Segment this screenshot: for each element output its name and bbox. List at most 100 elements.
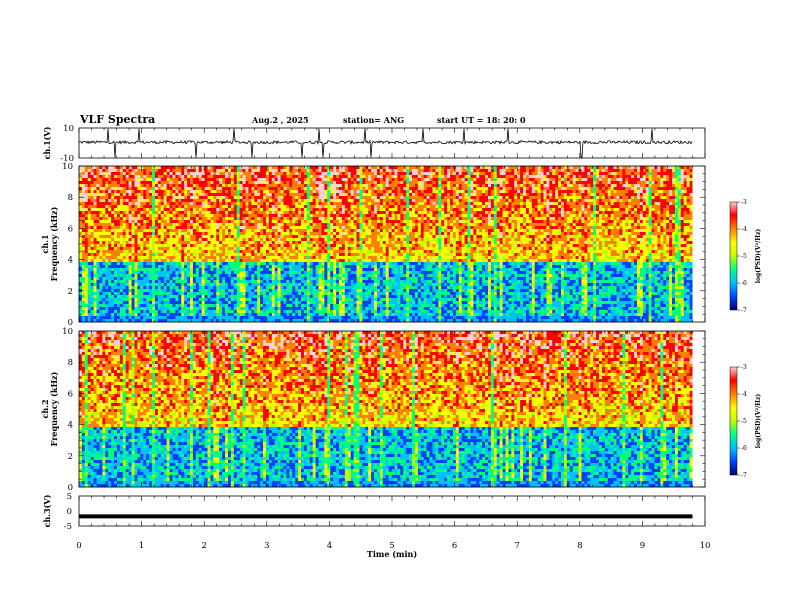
spectrogram-cell [119,190,124,194]
spectrogram-cell [102,220,106,224]
spectrogram-cell [149,175,153,179]
spectrogram-cell [303,304,308,308]
spectrogram-cell [321,253,325,257]
spectrogram-cell [108,238,112,242]
spectrogram-cell [274,241,279,245]
spectrogram-cell [230,205,235,209]
spectrogram-cell [254,307,258,311]
spectrogram-cell [263,268,267,272]
spectrogram-cell [210,244,214,248]
spectrogram-cell [195,211,200,215]
spectrogram-cell [306,319,311,323]
spectrogram-cell [333,196,337,200]
spectrogram-cell [137,193,141,197]
spectrogram-cell [84,244,89,248]
spectrogram-cell [122,175,127,179]
spectrogram-cell [356,223,360,227]
spectrogram-cell [178,172,182,176]
spectrogram-cell [230,274,235,278]
spectrogram-cell [149,220,153,224]
spectrogram-cell [122,217,127,221]
spectrogram-cell [268,202,273,206]
spectrogram-cell [347,199,352,203]
spectrogram-cell [213,253,217,257]
spectrogram-cell [116,259,121,263]
spectrogram-cell [84,295,89,299]
spectrogram-cell [122,166,127,170]
spectrogram-cell [140,187,144,191]
spectrogram-cell [309,304,314,308]
spectrogram-cell [79,223,83,227]
spectrogram-cell [347,274,352,278]
spectrogram-cell [154,184,159,188]
spectrogram-cell [321,175,325,179]
spectrogram-cell [277,211,281,215]
spectrogram-cell [96,166,100,170]
spectrogram-cell [274,319,279,323]
spectrogram-cell [344,262,349,266]
spectrogram-cell [154,232,159,236]
spectrogram-cell [79,310,83,314]
spectrogram-cell [166,262,170,266]
spectrogram-cell [263,277,267,281]
spectrogram-cell [233,169,238,173]
spectrogram-cell [157,316,162,320]
spectrogram-cell [178,208,182,212]
spectrogram-cell [222,178,226,182]
spectrogram-cell [160,184,165,188]
spectrogram-cell [315,223,319,227]
spectrogram-cell [230,253,235,257]
spectrogram-cell [280,283,284,287]
spectrogram-cell [330,241,334,245]
spectrogram-cell [81,316,86,320]
spectrogram-cell [175,211,179,215]
spectrogram-cell [341,283,346,287]
spectrogram-cell [93,229,97,233]
spectrogram-cell [350,274,354,278]
spectrogram-cell [160,223,165,227]
spectrogram-cell [318,193,322,197]
spectrogram-cell [271,220,276,224]
spectrogram-cell [298,319,302,323]
spectrogram-cell [181,205,185,209]
spectrogram-cell [181,226,185,230]
spectrogram-cell [79,304,83,308]
spectrogram-cell [286,280,290,284]
spectrogram-cell [333,238,337,242]
spectrogram-cell [315,313,319,317]
spectrogram-cell [201,301,206,305]
spectrogram-cell [163,211,168,215]
spectrogram-cell [283,178,287,182]
spectrogram-cell [137,268,141,272]
spectrogram-cell [105,196,109,200]
spectrogram-cell [306,166,311,170]
spectrogram-cell [333,208,337,212]
spectrogram-cell [233,166,238,170]
spectrogram-cell [198,190,203,194]
spectrogram-cell [233,178,238,182]
spectrogram-cell [301,235,305,239]
spectrogram-cell [131,292,135,296]
spectrogram-cell [222,268,226,272]
spectrogram-cell [146,232,150,236]
spectrogram-cell [146,223,150,227]
spectrogram-cell [154,292,159,296]
spectrogram-cell [99,274,103,278]
spectrogram-cell [93,223,97,227]
spectrogram-cell [207,232,211,236]
spectrogram-cell [312,193,317,197]
spectrogram-cell [344,193,349,197]
spectrogram-cell [309,205,314,209]
spectrogram-cell [303,277,308,281]
spectrogram-cell [295,220,299,224]
spectrogram-cell [330,184,334,188]
spectrogram-cell [277,226,281,230]
spectrogram-cell [81,313,86,317]
spectrogram-cell [245,235,249,239]
spectrogram-cell [347,235,352,239]
spectrogram-cell [143,259,147,263]
spectrogram-cell [239,241,243,245]
spectrogram-cell [315,214,319,218]
spectrogram-cell [292,235,296,239]
spectrogram-cell [178,199,182,203]
